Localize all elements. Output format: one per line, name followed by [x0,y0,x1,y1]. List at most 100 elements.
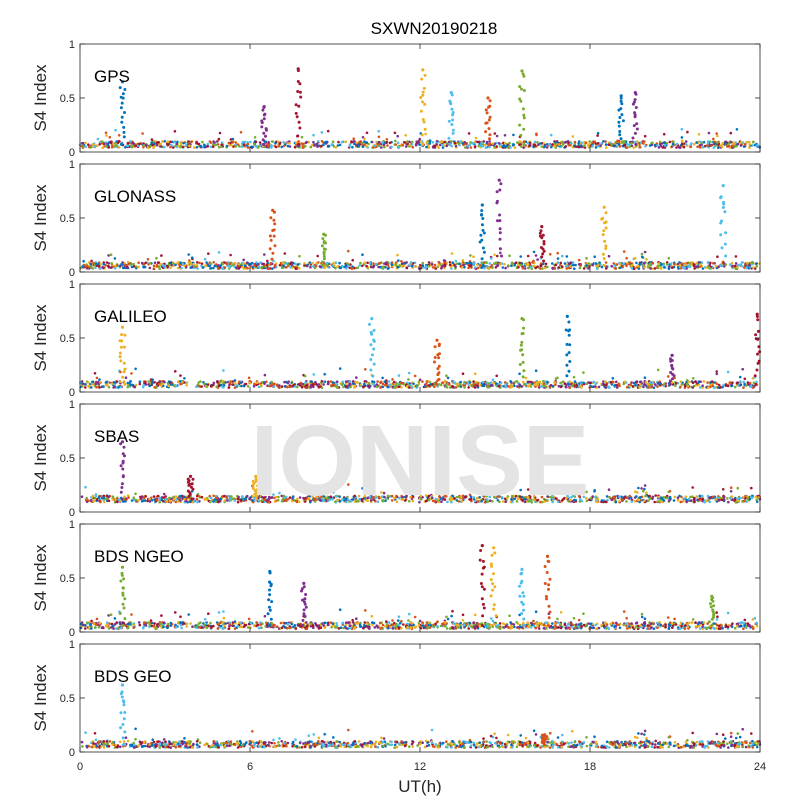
data-point [393,131,397,135]
data-point [283,385,287,388]
data-point [376,385,379,389]
data-point [393,386,397,389]
data-point [556,251,559,255]
data-point [190,497,194,501]
data-point [734,255,738,258]
y-tick-label: 1 [69,39,75,51]
data-point [493,253,496,257]
data-point [481,264,485,267]
data-point [480,238,484,242]
data-point [123,495,126,499]
data-point [614,267,617,270]
data-point [698,146,702,149]
data-point [503,381,507,384]
data-point [488,133,492,137]
spike-peak-point [262,105,266,109]
data-point [229,138,233,141]
data-point [174,500,178,504]
data-point [172,146,175,149]
data-point [529,266,533,269]
data-point [503,134,507,137]
data-point [622,140,626,143]
data-point [459,385,463,388]
data-point [503,141,507,145]
data-point [700,261,704,264]
data-point [417,141,420,144]
data-point [716,134,719,138]
data-point [544,262,548,266]
data-point [565,363,569,367]
data-point [149,144,152,148]
data-point [90,265,93,269]
data-point [431,141,435,144]
data-point [480,141,483,145]
data-point [628,145,632,148]
data-point [481,381,485,384]
data-point [513,381,516,384]
data-point [498,227,502,231]
data-point [679,380,683,384]
data-point [643,484,647,487]
data-point [476,384,479,388]
data-point [740,264,744,268]
data-point [696,381,700,385]
data-point [605,383,608,387]
data-point [239,381,243,385]
data-point [425,141,429,144]
data-point [507,264,510,267]
data-point [296,263,300,266]
data-point [672,499,676,502]
data-point [394,143,398,146]
data-point [695,495,699,498]
data-point [142,265,145,269]
data-point [209,145,212,148]
data-point [410,386,414,389]
data-point [534,266,537,270]
data-point [134,144,138,147]
data-point [168,381,172,385]
data-point [538,234,542,238]
data-point [300,386,304,389]
data-point [419,109,423,113]
data-point [542,384,546,388]
data-point [526,380,530,384]
data-point [536,141,539,144]
data-point [748,146,751,149]
data-point [570,142,573,145]
data-point [617,120,621,124]
data-point [161,263,165,267]
data-point [273,222,277,226]
data-point [225,262,229,266]
data-point [656,385,659,388]
data-point [523,382,526,386]
data-point [98,386,101,389]
data-point [630,141,633,145]
data-point [260,119,264,123]
data-point [334,261,338,265]
data-point [724,231,728,235]
data-point [234,141,238,144]
data-point [744,262,747,265]
data-point [451,261,455,265]
data-point [450,107,454,111]
data-point [736,486,740,490]
data-point [382,143,386,146]
data-point [380,266,384,270]
data-point [721,206,725,209]
data-point [571,384,574,387]
data-point [522,127,526,131]
data-point [602,257,606,260]
data-point [273,264,277,267]
data-point [721,141,725,145]
data-point [425,380,429,383]
data-point [735,381,739,385]
data-point [264,134,267,138]
data-point [588,264,591,268]
data-point [697,141,700,144]
data-point [215,263,218,266]
data-point [648,497,652,501]
data-point [533,140,537,144]
data-point [272,218,276,222]
data-point [437,344,441,348]
data-point [315,142,319,146]
